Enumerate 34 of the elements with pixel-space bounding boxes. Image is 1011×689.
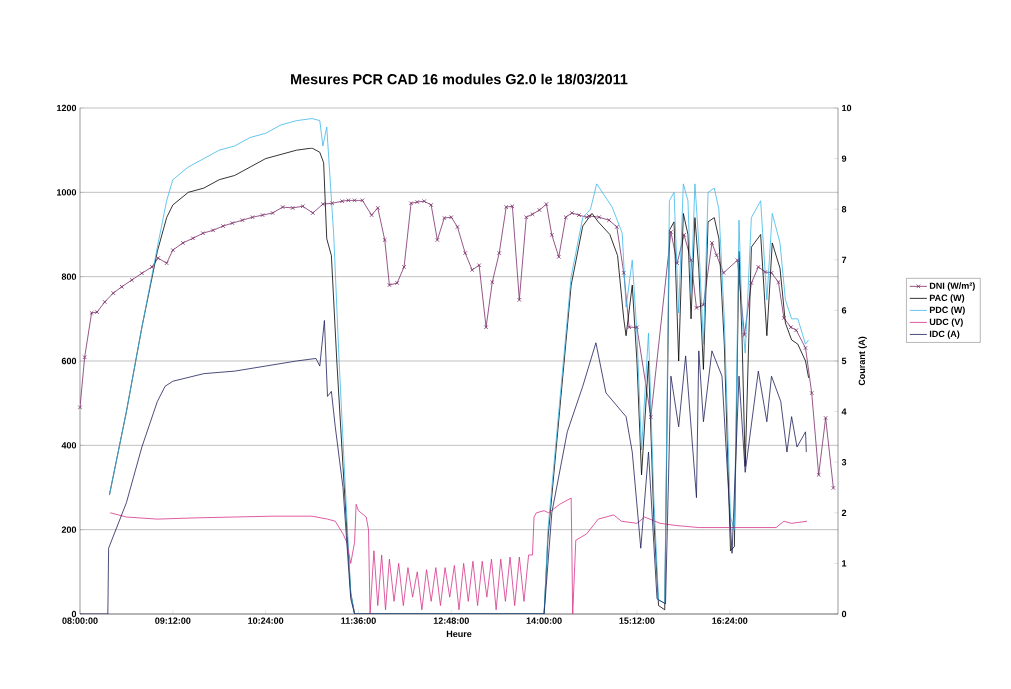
y2-tick-label: 8: [841, 206, 847, 213]
y-tick-label: 600: [61, 357, 77, 365]
x-tick-label: 11:36:00: [341, 617, 376, 624]
y2-tick-label: 7: [841, 256, 847, 263]
y2-axis-title: Courant (A): [858, 336, 867, 386]
y2-tick-label: 3: [841, 459, 847, 466]
y-tick-label: 0: [71, 610, 77, 618]
x-tick-label: 08:00:00: [62, 617, 98, 624]
y2-tick-label: 1: [842, 560, 847, 567]
y2-tick-label: 2: [841, 509, 847, 516]
x-tick-label: 14:00:00: [526, 617, 562, 624]
y2-tick-label: 9: [841, 155, 847, 162]
y-tick-label: 1200: [57, 104, 77, 112]
x-axis-title: Heure: [446, 630, 472, 638]
chart-title: Mesures PCR CAD 16 modules G2.0 le 18/03/2011: [291, 73, 628, 85]
y2-tick-label: 5: [841, 357, 847, 365]
x-tick-label: 15:12:00: [619, 617, 655, 624]
y-tick-label: 800: [61, 273, 77, 280]
legend-label: UDC (V): [929, 318, 963, 327]
y-tick-label: 200: [61, 526, 77, 533]
legend-label: DNI (W/m²): [929, 282, 975, 291]
y2-tick-label: 6: [841, 307, 847, 314]
legend-label: IDC (A): [929, 330, 960, 339]
legend-label: PAC (W): [929, 294, 965, 303]
x-tick-label: 16:24:00: [712, 617, 748, 624]
x-tick-label: 09:12:00: [155, 617, 191, 624]
y-tick-label: 1000: [57, 189, 77, 196]
y-tick-label: 400: [61, 442, 77, 449]
y2-tick-label: 4: [841, 408, 847, 415]
y2-tick-label: 10: [842, 104, 852, 112]
x-tick-label: 10:24:00: [248, 617, 284, 624]
legend-label: PDC (W): [929, 306, 965, 315]
x-tick-label: 12:48:00: [433, 617, 469, 624]
y2-tick-label: 0: [841, 610, 847, 618]
